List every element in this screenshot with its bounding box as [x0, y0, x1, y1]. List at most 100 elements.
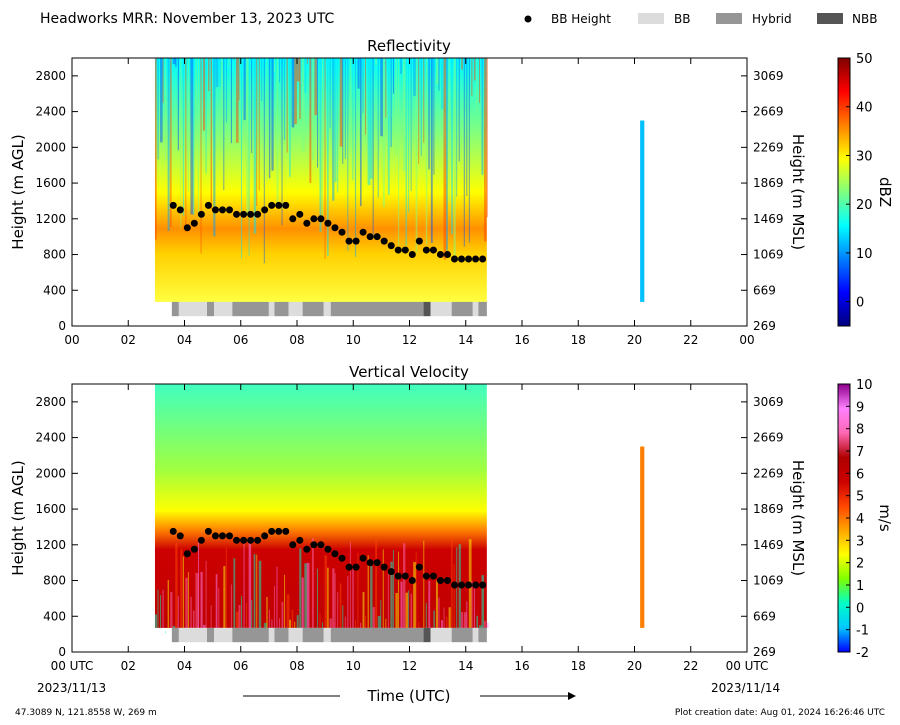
field-streak: [380, 600, 382, 628]
field-streak: [332, 568, 335, 628]
field-streak: [286, 58, 288, 153]
field-streak: [478, 58, 480, 103]
field-streak: [405, 58, 407, 246]
bb-height-point: [254, 210, 262, 218]
bb-height-point: [324, 545, 332, 553]
bb-type-segment-nbb: [423, 627, 431, 643]
field-streak: [248, 537, 252, 628]
x-tick-label: 08: [289, 333, 304, 347]
field-streak: [218, 587, 220, 628]
field-streak: [241, 58, 243, 259]
field-streak: [446, 616, 448, 628]
y-tick-label: 1600: [35, 502, 66, 516]
y-tick-label: 800: [43, 248, 66, 262]
bb-height-point: [218, 206, 226, 214]
colorbar-tick-label: 2: [856, 557, 864, 572]
bb-type-segment-hybrid: [330, 301, 424, 317]
field-streak: [428, 580, 431, 628]
field-streak: [375, 58, 377, 66]
field-streak: [392, 58, 395, 94]
field-streak: [316, 58, 319, 168]
field-streak: [187, 572, 189, 628]
y-right-tick-label: 1869: [753, 502, 784, 516]
field-streak: [322, 622, 324, 628]
field-streak: [291, 609, 294, 628]
field-streak: [200, 571, 203, 628]
x-tick-label: 16: [514, 659, 529, 673]
field-streak: [433, 610, 435, 628]
field-streak: [263, 622, 267, 628]
x-tick-label: 22: [683, 659, 698, 673]
field-streak: [347, 576, 349, 628]
field-streak: [284, 574, 286, 628]
bb-type-segment-bb: [214, 627, 233, 643]
colorbar-tick-label: 50: [856, 52, 873, 67]
y-tick-label: 800: [43, 574, 66, 588]
field-streak: [316, 568, 318, 628]
field-streak: [354, 619, 356, 628]
field-streak: [451, 58, 453, 235]
colorbar-tick-label: 1: [856, 579, 864, 594]
field-streak: [261, 58, 263, 102]
y-tick-label: 0: [58, 645, 66, 659]
bb-height-point: [394, 246, 402, 254]
late-echo: [640, 446, 645, 628]
field-streak: [486, 58, 488, 218]
bb-height-point: [183, 550, 191, 558]
field-streak: [466, 58, 468, 196]
field-streak: [154, 58, 157, 240]
field-streak: [218, 58, 222, 87]
x-tick-label: 02: [121, 659, 136, 673]
reflectivity-field: [154, 58, 645, 302]
field-streak: [463, 612, 467, 628]
field-streak: [266, 596, 268, 628]
field-streak: [380, 58, 384, 137]
bb-height-point: [451, 255, 458, 263]
legend-hybrid-swatch: [716, 13, 742, 24]
field-streak: [370, 566, 373, 628]
field-streak: [160, 595, 162, 628]
velocity-bb-type-bar: [171, 627, 487, 643]
x-tick-label: 14: [458, 333, 473, 347]
field-streak: [165, 58, 167, 162]
bb-height-point: [373, 233, 381, 241]
field-streak: [395, 592, 398, 628]
field-streak: [390, 58, 393, 147]
field-streak: [210, 58, 212, 210]
field-streak: [413, 562, 416, 628]
colorbar-tick-label: 5: [856, 490, 864, 505]
x-tick-label: 20: [627, 333, 642, 347]
field-streak: [408, 590, 410, 628]
bb-height-point: [247, 210, 255, 218]
bb-height-point: [373, 559, 381, 567]
bb-height-point: [458, 255, 466, 263]
field-streak: [370, 58, 373, 179]
bb-height-point: [254, 536, 262, 544]
field-streak: [200, 58, 202, 254]
x-tick-label: 04: [177, 659, 192, 673]
bb-height-point: [422, 246, 430, 254]
y-right-tick-label: 269: [753, 319, 776, 333]
colorbar-tick-label: 9: [856, 400, 864, 415]
bb-height-point: [226, 532, 233, 540]
field-streak: [423, 540, 425, 628]
velocity-title: Vertical Velocity: [349, 363, 469, 381]
field-streak: [263, 58, 265, 264]
bb-height-point: [465, 255, 473, 263]
field-streak: [342, 605, 344, 628]
field-streak: [387, 571, 389, 628]
y-right-tick-label: 2669: [753, 105, 784, 119]
field-streak: [279, 618, 280, 628]
bb-height-point: [303, 219, 311, 227]
field-streak: [428, 58, 430, 170]
bb-height-point: [282, 527, 290, 535]
x-tick-label: 10: [346, 333, 361, 347]
bb-height-point: [289, 541, 297, 549]
field-streak: [362, 591, 365, 628]
field-streak: [215, 58, 219, 88]
field-streak: [362, 58, 364, 113]
field-streak: [203, 624, 206, 628]
bb-type-segment-hybrid: [302, 627, 324, 643]
bb-height-point: [176, 206, 184, 214]
